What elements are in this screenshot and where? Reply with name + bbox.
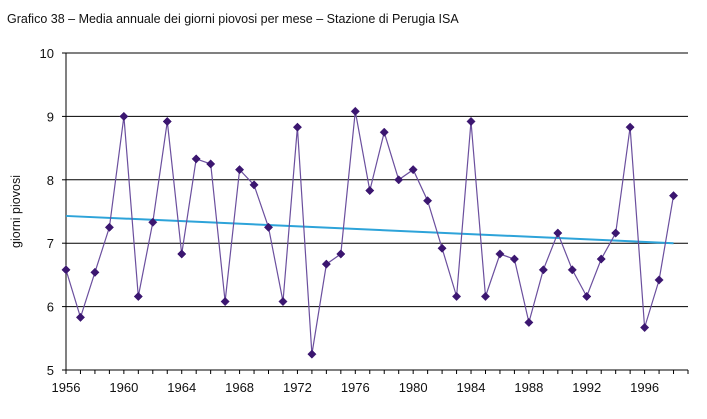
data-point-1981 [423,196,433,206]
trend-line-layer [65,214,674,245]
data-point-1962 [148,217,158,227]
data-point-1972 [292,122,302,132]
data-point-1975 [336,249,346,259]
data-point-1989 [538,265,548,275]
data-point-1966 [206,159,216,169]
data-point-1993 [596,254,606,264]
data-point-1959 [104,222,114,232]
y-tick-label: 5 [47,363,54,378]
data-point-1960 [119,111,129,121]
x-tick-label: 1992 [572,380,601,395]
data-point-1970 [263,222,274,232]
data-point-1996 [640,322,650,333]
data-point-1967 [220,296,230,307]
axes [62,52,689,374]
x-tick-label: 1980 [399,380,428,395]
data-point-1984 [466,116,476,127]
y-tick-label: 6 [47,300,54,315]
data-point-1987 [509,254,519,264]
grid-lines [66,52,688,308]
data-point-1997 [654,275,664,285]
data-point-1963 [162,116,172,127]
x-tick-label: 1964 [167,380,196,395]
data-point-1986 [495,249,505,259]
y-tick-label: 7 [47,236,54,251]
data-point-1988 [524,317,534,328]
data-point-1979 [394,175,404,185]
data-point-1991 [567,265,577,275]
data-point-1983 [452,291,462,302]
x-tick-label: 1956 [52,380,81,395]
x-tick-label: 1976 [341,380,370,395]
x-tick-label: 1984 [457,380,486,395]
x-tick-label: 1972 [283,380,312,395]
data-point-1958 [90,267,100,277]
trend-line [65,214,674,245]
data-point-1995 [625,122,635,132]
data-point-1985 [480,291,491,302]
data-point-1965 [191,154,201,164]
data-point-1968 [235,165,245,175]
data-point-1971 [278,296,288,307]
x-tick-label: 1996 [630,380,659,395]
data-point-1964 [177,249,187,259]
data-point-1994 [611,228,621,238]
chart-title: Grafico 38 – Media annuale dei giorni pi… [7,12,459,26]
data-point-1998 [668,191,679,201]
data-point-1961 [133,291,143,302]
y-tick-label: 9 [47,109,54,124]
data-point-1976 [350,106,360,116]
data-point-1980 [408,165,418,175]
series-layer [61,106,679,359]
data-point-1990 [553,228,563,238]
data-point-1974 [321,259,331,269]
x-tick-label: 1960 [109,380,138,395]
series-line [65,111,675,355]
data-point-1957 [75,312,86,322]
data-point-1973 [307,349,317,359]
data-point-1978 [379,127,389,137]
data-point-1977 [365,186,375,196]
data-point-1969 [249,180,259,190]
x-tick-label: 1968 [225,380,254,395]
y-tick-label: 8 [47,173,54,188]
data-point-1982 [437,243,447,253]
data-point-1956 [61,265,71,275]
y-tick-label: 10 [40,46,54,61]
data-point-1992 [582,291,592,302]
tick-labels: 5 6 7 8 9 10 1956 1960 1964 1968 1972 1976 1980 1984 1… [40,46,660,395]
y-axis-title: giorni piovosi [9,175,23,248]
x-tick-label: 1988 [514,380,543,395]
